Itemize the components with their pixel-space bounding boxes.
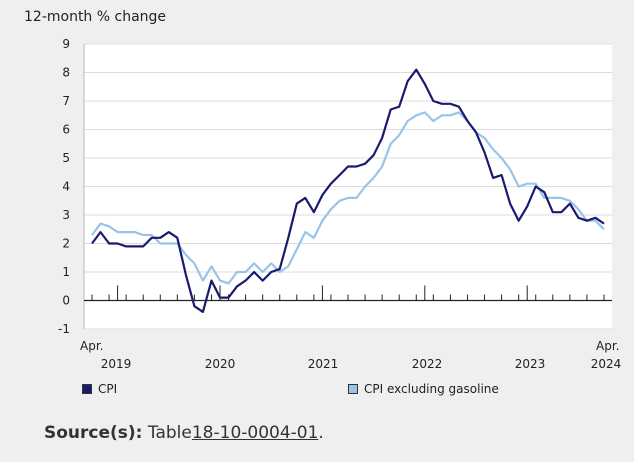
- y-tick-label: -1: [58, 322, 70, 336]
- legend-swatch-cpi-ex-gas: [348, 384, 358, 394]
- source-label: Source(s):: [44, 423, 143, 443]
- x-tick-year-label: 2020: [205, 357, 236, 371]
- source-text: Table: [147, 423, 192, 443]
- series-line-cpi: [91, 68, 605, 313]
- legend-label-cpi-ex-gas: CPI excluding gasoline: [364, 382, 499, 396]
- y-tick-label: 7: [62, 94, 70, 108]
- x-tick-year-label: 2023: [515, 357, 546, 371]
- x-axis: [84, 285, 612, 302]
- line-chart: 12-month % change -1 0 1 2 3 4 5 6 7 8 9 Apr. 2019 2…: [24, 9, 621, 371]
- y-axis-ticks: -1 0 1 2 3 4 5 6 7 8 9: [58, 37, 70, 336]
- legend: CPI CPI excluding gasoline: [82, 382, 622, 400]
- x-tick-year-label: 2024: [591, 357, 622, 371]
- series-lines: [91, 68, 605, 313]
- y-tick-label: 9: [62, 37, 70, 51]
- legend-label-cpi: CPI: [98, 382, 118, 396]
- legend-swatch-cpi: [82, 384, 92, 394]
- y-tick-label: 1: [62, 265, 70, 279]
- y-axis-title: 12-month % change: [24, 9, 166, 25]
- legend-item-cpi-ex-gas[interactable]: CPI excluding gasoline: [348, 382, 499, 396]
- x-tick-year-label: 2021: [308, 357, 339, 371]
- y-tick-label: 6: [62, 123, 70, 137]
- y-tick-label: 4: [62, 180, 70, 194]
- source-note: Source(s): Table18-10-0004-01.: [44, 423, 324, 443]
- y-tick-label: 3: [62, 208, 70, 222]
- legend-item-cpi[interactable]: CPI: [82, 382, 117, 396]
- y-tick-label: 2: [62, 237, 70, 251]
- y-tick-label: 5: [62, 151, 70, 165]
- x-tick-month-label: Apr.: [80, 339, 103, 353]
- x-tick-month-label: Apr.: [596, 339, 619, 353]
- x-tick-year-label: 2022: [412, 357, 443, 371]
- x-tick-year-label: 2019: [101, 357, 132, 371]
- y-tick-label: 8: [62, 66, 70, 80]
- source-suffix: .: [318, 423, 324, 443]
- y-tick-label: 0: [62, 294, 70, 308]
- series-line-cpi-ex-gas: [91, 111, 605, 285]
- source-table-link[interactable]: 18-10-0004-01: [191, 423, 319, 443]
- x-axis-labels: Apr. 2019 2020 2021 2022 2023 Apr. 2024: [80, 339, 621, 371]
